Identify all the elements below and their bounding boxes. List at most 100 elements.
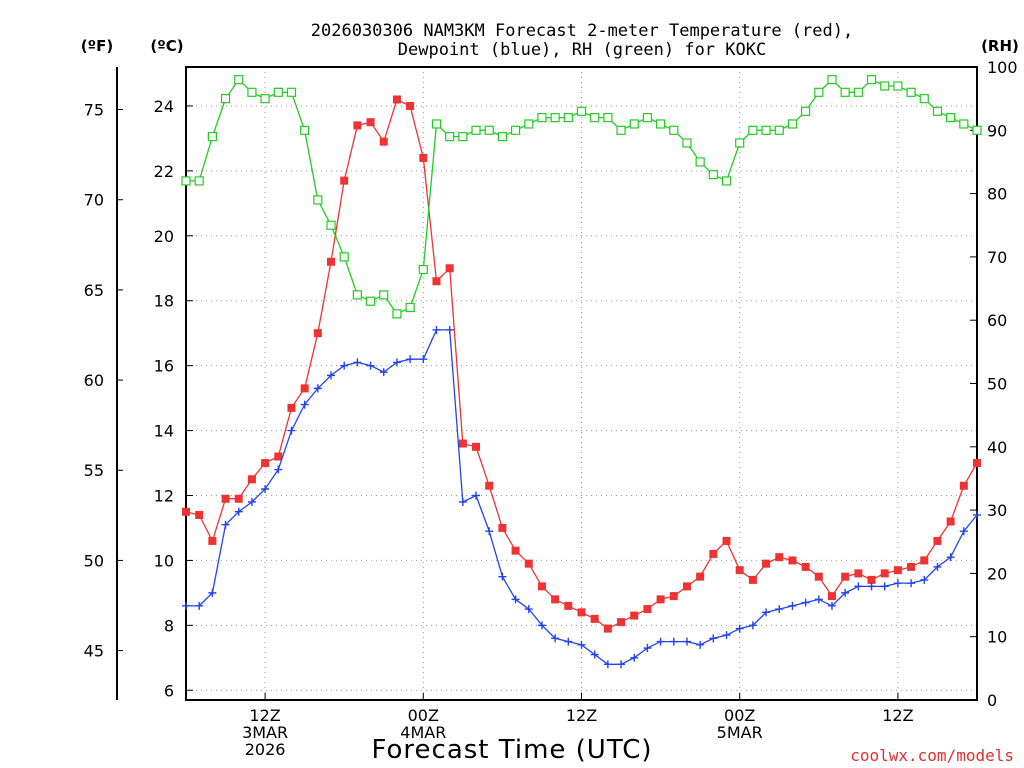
data-point xyxy=(221,520,230,529)
x-tick-label: 12Z xyxy=(882,706,913,725)
data-point xyxy=(445,264,454,273)
data-point xyxy=(669,592,678,601)
data-point xyxy=(920,575,929,584)
data-point xyxy=(511,595,520,604)
data-point xyxy=(590,650,599,659)
data-point xyxy=(194,176,204,186)
data-point xyxy=(907,579,916,588)
data-point xyxy=(432,325,441,334)
data-point xyxy=(721,176,732,186)
data-point xyxy=(709,549,718,558)
data-point xyxy=(708,170,718,180)
data-point xyxy=(814,87,824,97)
data-point xyxy=(327,371,336,380)
data-point xyxy=(431,119,442,129)
data-point xyxy=(286,87,297,97)
x-tick-label: 3MAR xyxy=(242,723,288,742)
data-point xyxy=(933,562,942,571)
x-tick-label: 00Z xyxy=(724,706,755,725)
data-point xyxy=(353,358,362,367)
data-point xyxy=(946,517,955,526)
rh-tick-label: 90 xyxy=(987,121,1007,140)
data-point xyxy=(221,494,230,503)
data-point xyxy=(458,439,467,448)
data-point xyxy=(735,138,745,148)
data-point xyxy=(617,618,626,627)
data-point xyxy=(182,601,190,610)
data-point xyxy=(814,595,823,604)
data-point xyxy=(261,459,270,468)
data-point xyxy=(392,309,402,319)
rh-tick-label: 0 xyxy=(987,691,997,710)
data-point xyxy=(814,572,823,581)
data-point xyxy=(524,605,533,614)
data-point xyxy=(827,592,836,601)
data-point xyxy=(220,94,231,104)
data-point xyxy=(234,507,243,516)
data-point xyxy=(775,553,784,562)
data-point xyxy=(629,119,639,129)
data-point xyxy=(247,87,257,97)
data-point xyxy=(617,660,626,669)
data-point xyxy=(762,608,771,617)
data-point xyxy=(340,361,349,370)
data-point xyxy=(340,176,349,185)
rh-tick-label: 50 xyxy=(987,375,1007,394)
data-point xyxy=(300,400,309,409)
data-point xyxy=(854,582,863,591)
data-point xyxy=(643,644,652,653)
data-point xyxy=(682,582,691,591)
data-point xyxy=(853,87,863,97)
data-point xyxy=(524,119,534,129)
data-point xyxy=(775,605,784,614)
data-point xyxy=(735,624,744,633)
data-point xyxy=(511,546,520,555)
celsius-tick-label: 22 xyxy=(154,162,174,181)
data-point xyxy=(234,75,244,85)
data-point xyxy=(273,87,283,97)
data-point xyxy=(576,106,587,116)
data-point xyxy=(669,125,679,135)
data-point xyxy=(419,355,428,364)
data-point xyxy=(392,358,401,367)
data-point xyxy=(696,640,705,649)
data-point xyxy=(537,113,547,123)
data-point xyxy=(208,588,217,597)
data-point xyxy=(419,153,428,162)
data-point xyxy=(472,442,481,451)
rh-tick-label: 80 xyxy=(987,185,1007,204)
data-point xyxy=(353,121,362,130)
chart-title-line1: 2026030306 NAM3KM Forecast 2-meter Tempe… xyxy=(311,21,853,41)
data-point xyxy=(577,640,586,649)
data-point xyxy=(761,125,771,135)
data-point xyxy=(695,157,705,167)
data-point xyxy=(827,75,837,85)
rh-tick-label: 60 xyxy=(987,311,1007,330)
data-point xyxy=(762,559,771,568)
data-point xyxy=(406,355,415,364)
data-point xyxy=(485,527,494,536)
data-point xyxy=(563,113,573,123)
series-rh xyxy=(181,75,982,319)
data-point xyxy=(643,605,652,614)
data-point xyxy=(893,579,902,588)
x-tick-label: 12Z xyxy=(249,706,280,725)
data-point xyxy=(497,132,507,142)
x-tick-label: 5MAR xyxy=(717,723,763,742)
celsius-tick-label: 12 xyxy=(154,486,174,505)
data-point xyxy=(498,572,507,581)
data-point xyxy=(524,559,533,568)
fahrenheit-tick-label: 45 xyxy=(84,642,104,661)
celsius-tick-label: 8 xyxy=(164,616,174,635)
data-point xyxy=(788,601,797,610)
data-point xyxy=(946,553,955,562)
data-point xyxy=(366,361,375,370)
data-point xyxy=(445,132,455,142)
data-point xyxy=(801,562,810,571)
data-point xyxy=(801,598,810,607)
data-point xyxy=(458,132,468,142)
data-point xyxy=(274,465,283,474)
data-point xyxy=(472,491,481,500)
data-point xyxy=(973,510,981,519)
series-line xyxy=(185,98,978,630)
